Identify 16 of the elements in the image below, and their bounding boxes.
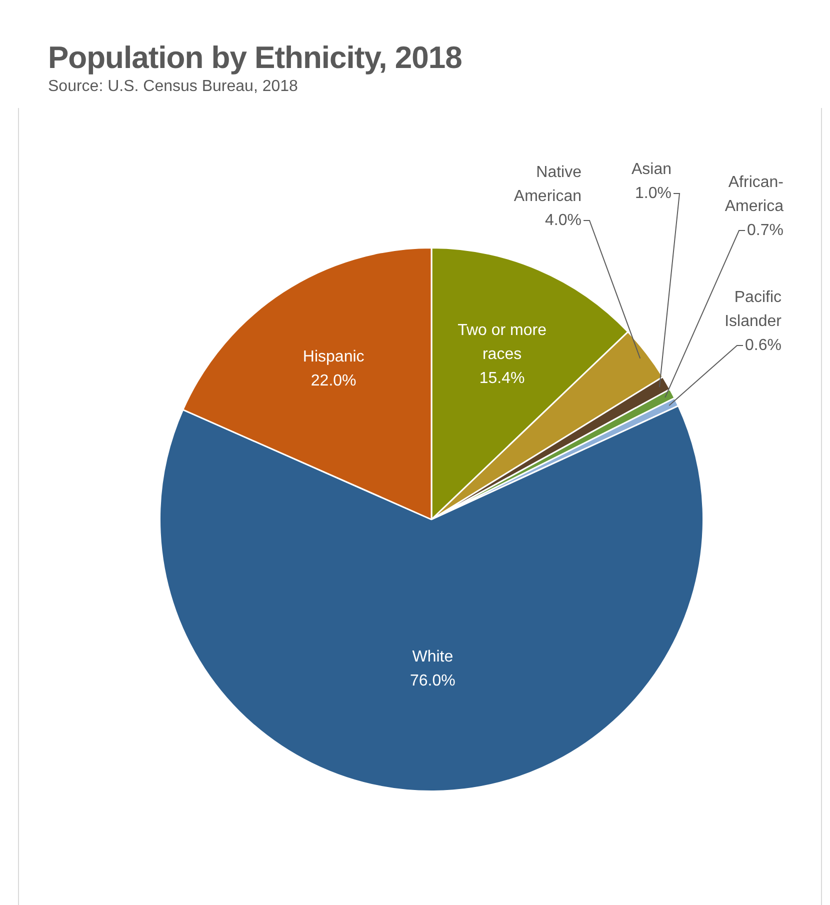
data-label: 76.0%: [410, 672, 456, 690]
data-label: 0.6%: [745, 336, 782, 354]
slice-label: African-America: [724, 174, 784, 215]
slice-label: Asian: [631, 160, 672, 178]
data-label: 0.7%: [747, 222, 784, 239]
data-label: 1.0%: [635, 184, 672, 202]
slice-label: White: [412, 648, 454, 666]
source-note: Source: U.S. Census Bureau, 2018: [48, 78, 299, 96]
data-label: 4.0%: [545, 212, 582, 229]
chart-title: Population by Ethnicity, 2018: [48, 40, 463, 76]
slice-label: Native American: [514, 164, 582, 205]
slice-label: Hispanic: [302, 348, 364, 366]
slice-label: Pacific Islander: [724, 288, 782, 330]
data-label: 15.4%: [479, 370, 525, 388]
slice-label: Two or more races: [458, 322, 547, 364]
data-label: 22.0%: [310, 372, 356, 390]
